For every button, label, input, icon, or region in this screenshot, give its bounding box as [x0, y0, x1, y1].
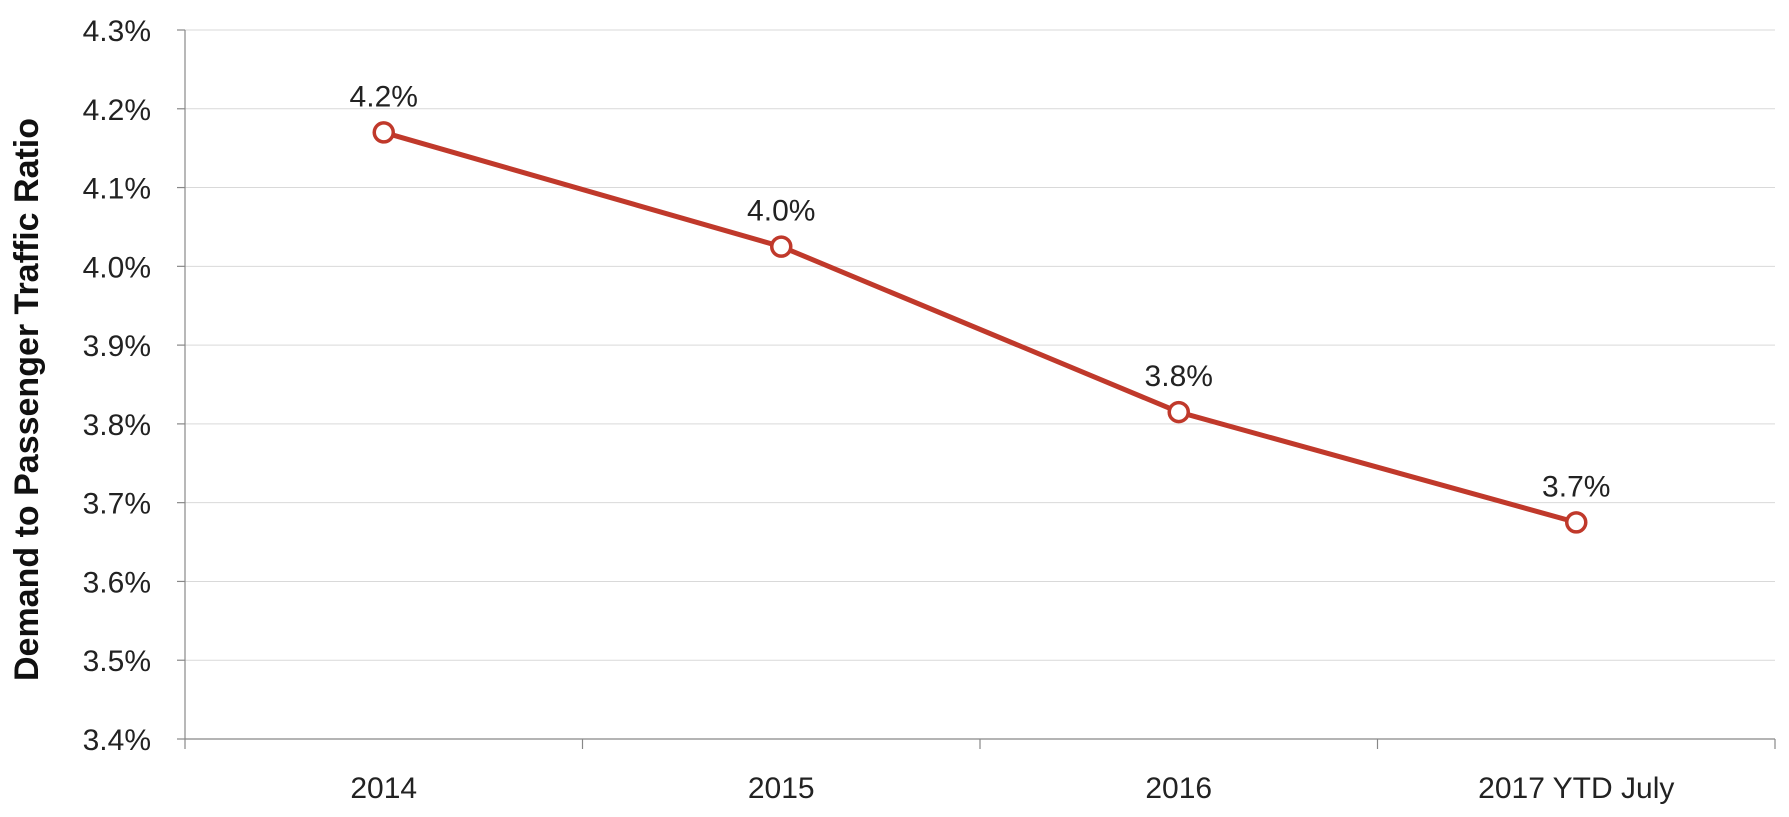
data-labels: 4.2% 4.0% 3.8% 3.7%: [350, 80, 1611, 503]
data-label: 3.8%: [1145, 360, 1213, 393]
data-point-marker: [770, 235, 793, 258]
y-tick-label: 4.2%: [83, 94, 151, 127]
data-point-marker: [372, 121, 395, 144]
x-tick-label: 2015: [748, 772, 815, 805]
y-tick-labels: 3.4% 3.5% 3.6% 3.7% 3.8% 3.9% 4.0% 4.1% 4.2% 4.3%: [83, 15, 151, 757]
y-axis-label: Demand to Passenger Traffic Ratio: [8, 118, 46, 681]
y-tick-label: 3.5%: [83, 645, 151, 678]
data-label: 4.0%: [747, 195, 815, 228]
axes: [177, 29, 1776, 749]
data-label: 4.2%: [350, 80, 418, 113]
y-tick-label: 4.1%: [83, 173, 151, 206]
y-tick-label: 3.6%: [83, 566, 151, 599]
y-tick-label: 3.9%: [83, 330, 151, 363]
y-tick-label: 3.7%: [83, 488, 151, 521]
series-line: [372, 121, 1588, 534]
data-point-marker: [1565, 511, 1588, 534]
series-polyline: [383, 130, 1577, 525]
data-point-marker: [1167, 400, 1190, 424]
x-tick-label: 2014: [350, 772, 417, 805]
y-tick-label: 4.0%: [83, 251, 151, 284]
x-tick-labels: 2014 2015 2016 2017 YTD July: [350, 772, 1674, 805]
y-tick-label: 3.8%: [83, 409, 151, 442]
grid-lines: [185, 29, 1775, 661]
y-tick-label: 4.3%: [83, 15, 151, 48]
x-tick-label: 2016: [1145, 772, 1212, 805]
y-tick-label: 3.4%: [83, 724, 151, 757]
data-label: 3.7%: [1542, 470, 1610, 503]
x-tick-label: 2017 YTD July: [1478, 772, 1674, 805]
